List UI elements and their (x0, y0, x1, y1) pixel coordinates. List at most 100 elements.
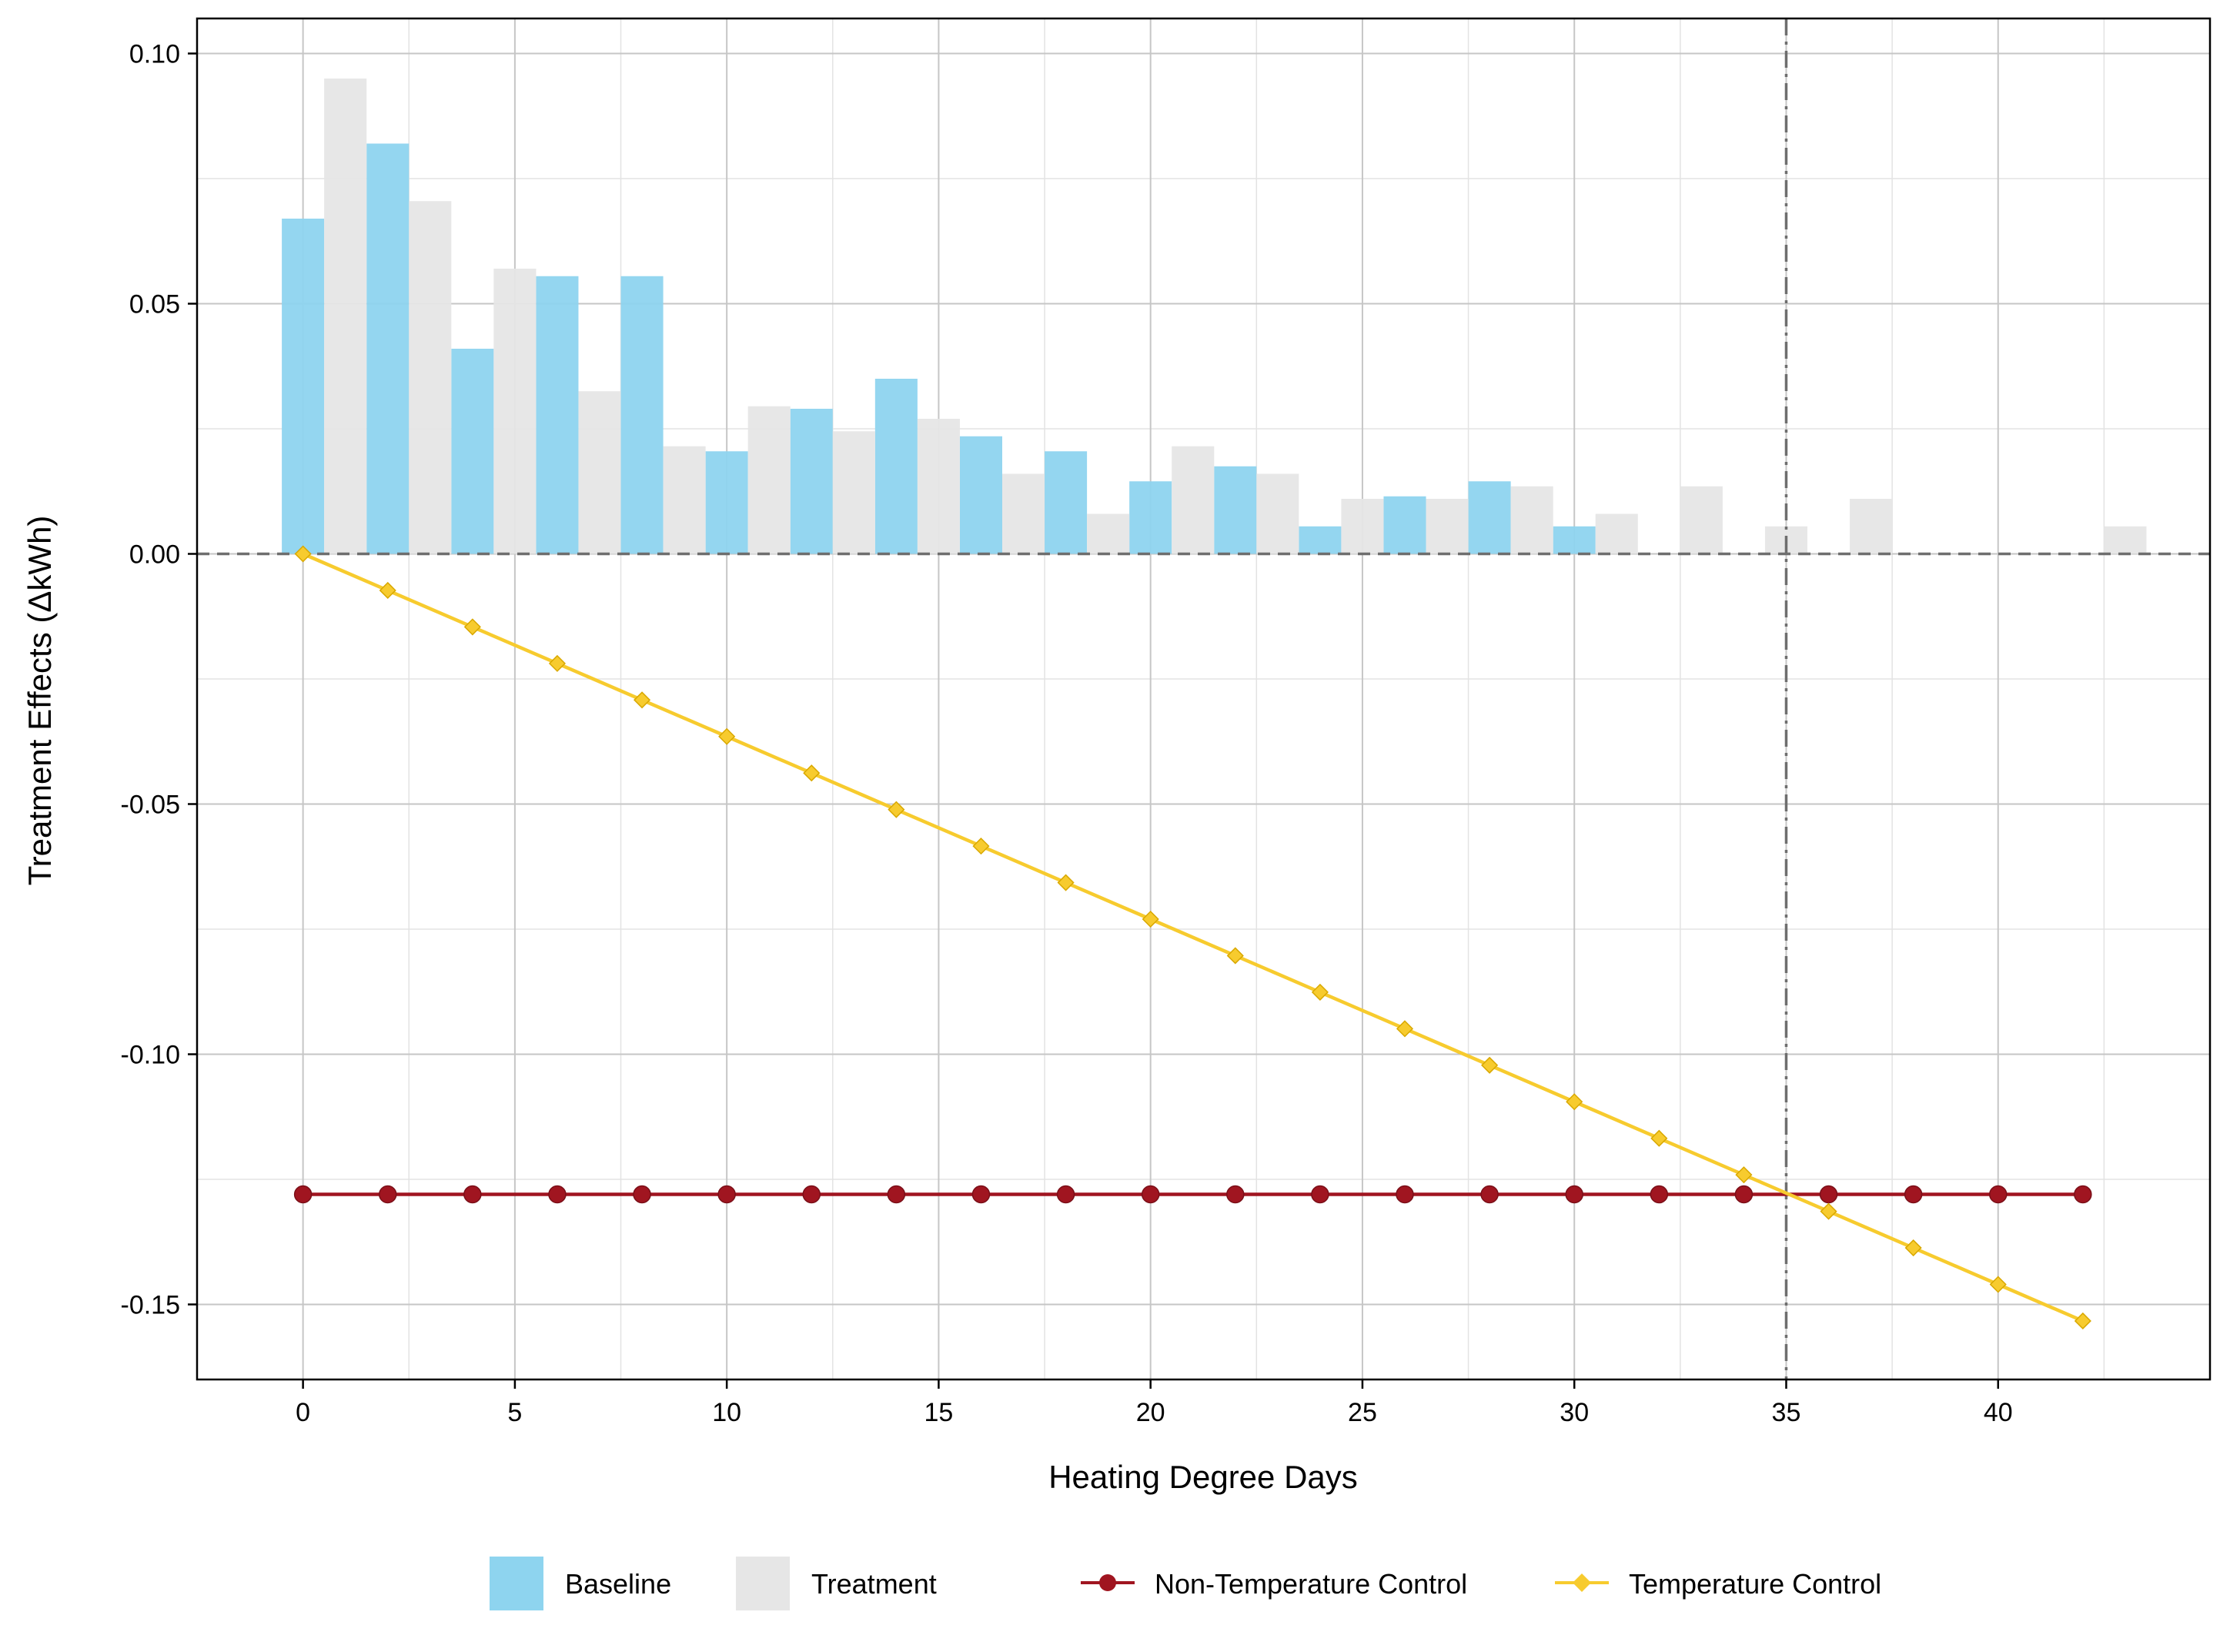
bar-treatment (917, 419, 960, 554)
line-temperature-control (302, 552, 2084, 1323)
x-tick-label: 5 (507, 1398, 522, 1427)
point-temperature-control (548, 654, 567, 672)
point-non-temperature-control (1226, 1185, 1245, 1204)
bar-baseline (874, 379, 918, 554)
point-temperature-control (1311, 983, 1329, 1001)
point-temperature-control (1820, 1202, 1837, 1220)
bar-baseline (1045, 451, 1088, 554)
bar-treatment (1426, 499, 1469, 554)
point-temperature-control (1481, 1056, 1499, 1074)
point-non-temperature-control (1904, 1185, 1923, 1204)
point-temperature-control (2074, 1312, 2091, 1330)
bar-baseline (1214, 466, 1257, 554)
point-temperature-control (718, 727, 736, 745)
bar-treatment (1850, 499, 1893, 554)
bar-treatment (409, 201, 452, 554)
bar-baseline (1129, 481, 1172, 554)
x-tick-label: 40 (1984, 1398, 2013, 1427)
point-non-temperature-control (802, 1185, 821, 1204)
bar-treatment (832, 431, 875, 554)
point-temperature-control (463, 618, 481, 636)
bar-treatment (1595, 513, 1638, 554)
bar-treatment (1002, 473, 1045, 554)
point-non-temperature-control (378, 1185, 397, 1204)
y-tick-label: 0.00 (129, 540, 180, 570)
legend-label-baseline: Baseline (565, 1568, 671, 1600)
bar-baseline (790, 409, 833, 554)
point-temperature-control (1396, 1020, 1414, 1038)
bar-treatment (747, 406, 791, 554)
legend-swatch-treatment (736, 1557, 790, 1610)
point-temperature-control (1989, 1276, 2007, 1293)
point-temperature-control (803, 764, 821, 782)
legend: Baseline Treatment Non-Temperature Contr… (490, 1557, 1881, 1610)
legend-label-non-temperature-control: Non-Temperature Control (1155, 1568, 1467, 1600)
point-temperature-control (1057, 874, 1075, 891)
point-temperature-control (888, 801, 905, 818)
bar-baseline (620, 276, 664, 554)
legend-swatch-baseline (490, 1557, 543, 1610)
point-non-temperature-control (463, 1185, 482, 1204)
bar-treatment (1256, 473, 1299, 554)
point-temperature-control (379, 581, 396, 600)
x-tick-label: 15 (924, 1398, 954, 1427)
point-non-temperature-control (1056, 1185, 1075, 1204)
point-non-temperature-control (1311, 1185, 1329, 1204)
point-non-temperature-control (548, 1185, 567, 1204)
bar-baseline (1553, 526, 1596, 554)
point-temperature-control (1566, 1093, 1583, 1111)
y-axis-title: Treatment Effects (ΔkWh) (22, 516, 58, 886)
y-tick-label: -0.05 (121, 791, 181, 820)
point-non-temperature-control (2074, 1185, 2092, 1204)
point-non-temperature-control (633, 1185, 651, 1204)
legend-label-temperature-control: Temperature Control (1629, 1568, 1881, 1600)
bar-treatment (663, 446, 706, 554)
bar-baseline (282, 219, 325, 554)
bar-treatment (578, 391, 621, 554)
point-non-temperature-control (293, 1185, 313, 1204)
bar-treatment (2104, 526, 2147, 554)
legend-label-treatment: Treatment (811, 1568, 937, 1600)
point-non-temperature-control (1650, 1185, 1669, 1204)
point-temperature-control (294, 545, 312, 563)
x-tick-label: 35 (1772, 1398, 1801, 1427)
point-non-temperature-control (1565, 1185, 1583, 1204)
bar-treatment (324, 79, 367, 554)
bar-baseline (1468, 481, 1511, 554)
point-temperature-control (1904, 1239, 1922, 1257)
x-tick-label: 10 (712, 1398, 741, 1427)
point-temperature-control (972, 838, 990, 855)
x-tick-label: 20 (1136, 1398, 1165, 1427)
x-tick-label: 0 (296, 1398, 310, 1427)
point-non-temperature-control (717, 1185, 736, 1204)
point-non-temperature-control (1480, 1185, 1499, 1204)
bar-baseline (1299, 526, 1342, 554)
point-temperature-control (1650, 1129, 1668, 1147)
point-temperature-control (1735, 1166, 1753, 1184)
point-non-temperature-control (971, 1185, 991, 1204)
point-non-temperature-control (1988, 1185, 2008, 1204)
x-tick-label: 25 (1348, 1398, 1377, 1427)
x-axis-title: Heating Degree Days (1048, 1459, 1358, 1495)
y-tick-label: -0.15 (121, 1291, 181, 1320)
point-temperature-control (633, 691, 651, 709)
point-non-temperature-control (1734, 1185, 1754, 1204)
point-non-temperature-control (887, 1185, 906, 1204)
bar-treatment (1087, 513, 1130, 554)
plot-border (196, 17, 2212, 1381)
y-tick-label: 0.05 (129, 290, 180, 319)
bar-baseline (536, 276, 579, 554)
point-non-temperature-control (1819, 1185, 1838, 1204)
point-non-temperature-control (1141, 1185, 1160, 1204)
bar-treatment (493, 269, 537, 554)
bar-baseline (451, 349, 494, 554)
bar-treatment (1341, 499, 1384, 554)
y-tick-label: -0.10 (121, 1041, 181, 1070)
y-tick-label: 0.10 (129, 40, 180, 69)
bar-treatment (1680, 486, 1723, 554)
bar-baseline (959, 436, 1002, 554)
x-tick-label: 30 (1560, 1398, 1589, 1427)
point-non-temperature-control (1396, 1185, 1414, 1204)
